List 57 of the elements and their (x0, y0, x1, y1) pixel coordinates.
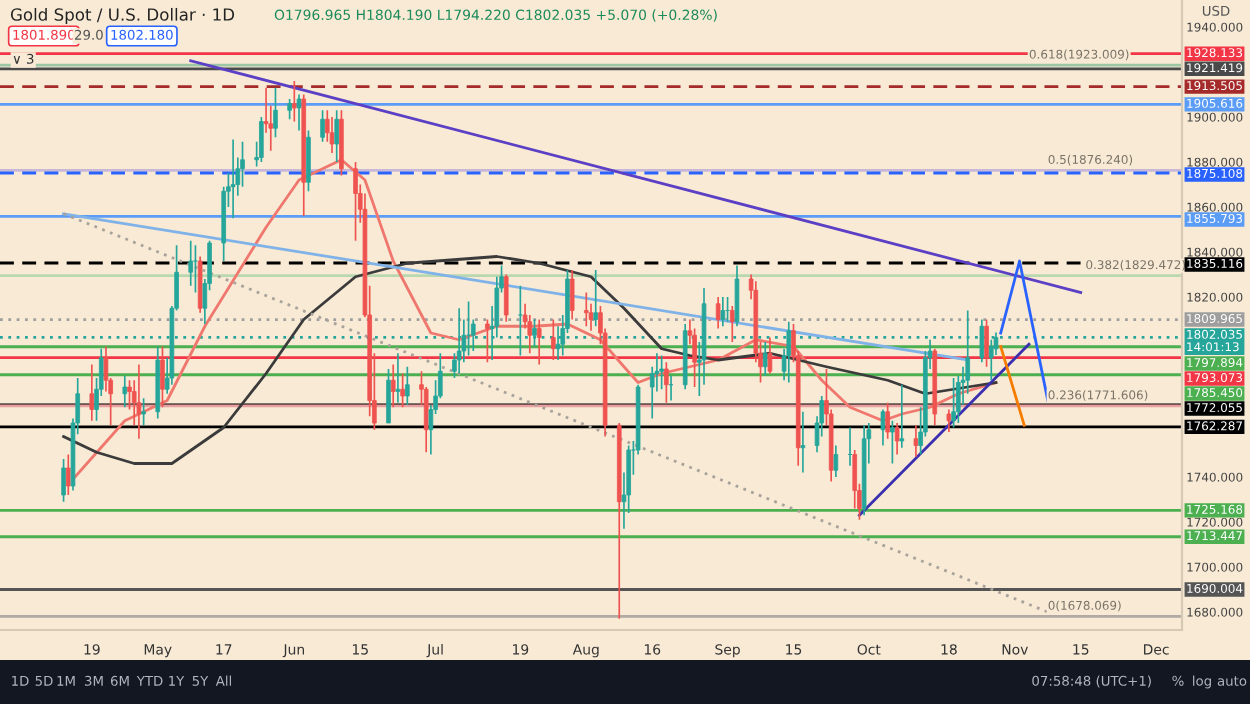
candlestick (320, 109, 325, 143)
candlestick (956, 374, 961, 424)
candlestick (715, 296, 721, 330)
candlestick (734, 264, 740, 328)
candlestick (833, 444, 839, 478)
candlestick (390, 363, 396, 409)
candlestick (395, 352, 401, 404)
candlestick (659, 354, 664, 391)
candlestick (160, 345, 165, 409)
candlestick (353, 161, 358, 242)
candlestick (692, 327, 697, 388)
chart-title: Gold Spot / U.S. Dollar · 1D (10, 7, 235, 25)
candlestick (296, 93, 302, 132)
candlestick (65, 453, 71, 496)
candlestick (800, 410, 806, 474)
candlestick (583, 291, 589, 328)
candlestick (880, 408, 886, 447)
candlestick (946, 408, 952, 433)
candlestick (240, 140, 245, 188)
candlestick (61, 458, 66, 503)
candlestick (386, 368, 391, 424)
candlestick (984, 318, 989, 368)
candlestick (193, 244, 198, 294)
candlestick (899, 383, 905, 449)
line-series (62, 255, 998, 465)
candlestick (292, 80, 297, 123)
candlestick (551, 318, 556, 361)
candlestick (890, 419, 895, 465)
candlestick (306, 129, 311, 193)
candlestick (894, 422, 900, 456)
candlestick (988, 338, 994, 382)
candlestick (141, 397, 146, 427)
candlestick (197, 255, 203, 314)
candlestick (593, 269, 599, 328)
candlestick (188, 239, 194, 287)
candlestick (569, 269, 575, 321)
candlestick (485, 318, 490, 364)
candlestick (913, 424, 919, 458)
candlestick (329, 116, 335, 154)
candlestick (405, 365, 410, 406)
candlestick (122, 374, 128, 409)
candlestick (767, 336, 773, 375)
candlestick (400, 372, 405, 409)
candlestick (136, 363, 142, 440)
candlestick (259, 116, 264, 163)
candlestick (503, 273, 509, 323)
candlestick (536, 318, 542, 366)
candlestick (518, 284, 523, 357)
candlestick (720, 296, 726, 328)
candlestick (273, 86, 278, 139)
candlestick (230, 138, 236, 220)
candlestick (89, 363, 95, 422)
candlestick (885, 401, 890, 440)
candlestick (287, 98, 292, 121)
candlestick (951, 377, 956, 429)
candlestick (664, 361, 669, 404)
candlestick (334, 109, 340, 163)
